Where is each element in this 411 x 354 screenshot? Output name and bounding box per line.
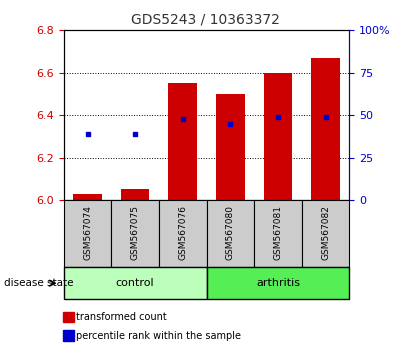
Text: GSM567081: GSM567081 [273, 205, 282, 261]
Bar [311, 58, 340, 200]
Bar [254, 200, 302, 267]
Bar [73, 194, 102, 200]
Bar [64, 200, 111, 267]
Text: GSM567074: GSM567074 [83, 205, 92, 260]
Bar [169, 83, 197, 200]
Bar [263, 73, 292, 200]
Bar [64, 267, 206, 299]
Text: GSM567076: GSM567076 [178, 205, 187, 261]
Text: control: control [116, 278, 155, 288]
Bar [111, 200, 159, 267]
Bar [216, 94, 245, 200]
Text: arthritis: arthritis [256, 278, 300, 288]
Text: GSM567080: GSM567080 [226, 205, 235, 261]
Text: disease state: disease state [4, 278, 74, 288]
Bar [159, 200, 206, 267]
Text: transformed count: transformed count [76, 312, 167, 322]
Text: percentile rank within the sample: percentile rank within the sample [76, 331, 241, 341]
Text: GSM567082: GSM567082 [321, 205, 330, 260]
Bar [302, 200, 349, 267]
Bar [121, 189, 150, 200]
Text: GDS5243 / 10363372: GDS5243 / 10363372 [131, 12, 280, 27]
Text: GSM567075: GSM567075 [131, 205, 140, 261]
Bar [206, 267, 349, 299]
Bar [206, 200, 254, 267]
